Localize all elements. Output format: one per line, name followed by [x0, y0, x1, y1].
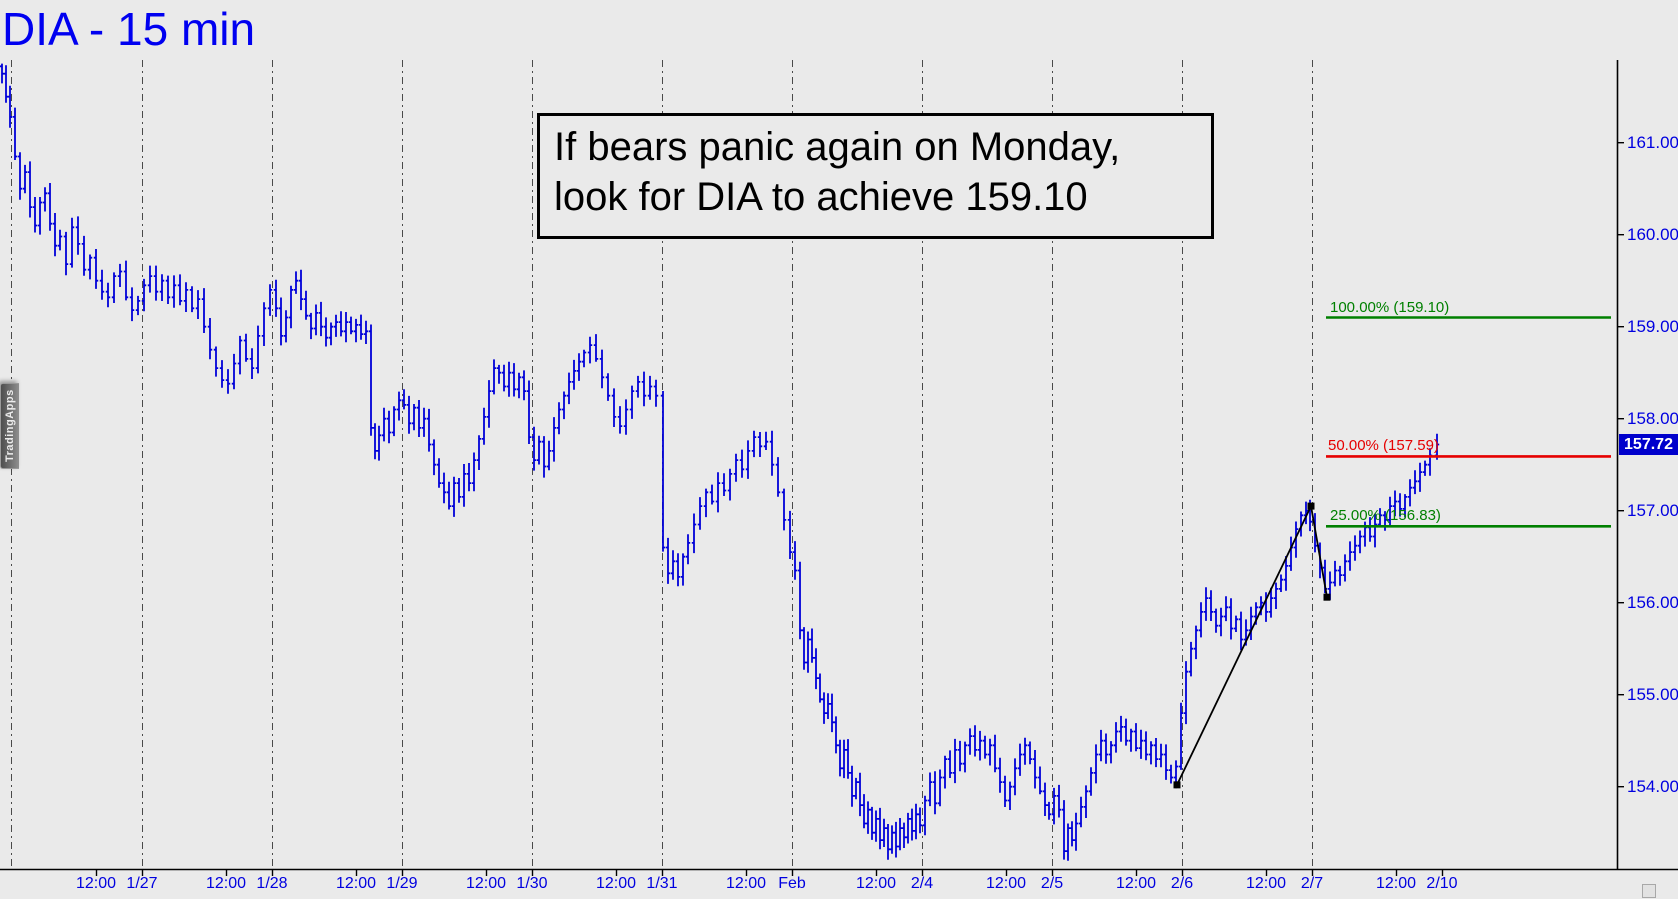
time-axis-noon-label: 12:00 — [1245, 875, 1287, 892]
price-axis-label: 161.00 — [1627, 132, 1678, 152]
time-axis-noon-label: 12:00 — [335, 875, 377, 892]
ohlc-bars — [0, 63, 1440, 861]
time-axis-noon-label: 12:00 — [855, 875, 897, 892]
annotation-box[interactable]: If bears panic again on Monday, look for… — [537, 113, 1214, 239]
time-axis-date-label: 2/5 — [1040, 875, 1064, 892]
time-axis-date-label: 2/10 — [1426, 875, 1458, 892]
time-axis-date-label: 1/30 — [516, 875, 548, 892]
time-axis-date-label: 2/6 — [1170, 875, 1194, 892]
abc-trendline — [1176, 503, 1328, 786]
trendline-anchor-marker — [1173, 781, 1181, 789]
time-axis-noon-label: 12:00 — [465, 875, 507, 892]
time-axis-noon-label: 12:00 — [985, 875, 1027, 892]
price-axis-label: 160.00 — [1627, 224, 1678, 244]
price-axis-label: 158.00 — [1627, 408, 1678, 428]
fib-level-label[interactable]: 50.00% (157.59) — [1328, 437, 1439, 455]
time-axis-date-label: 1/27 — [126, 875, 158, 892]
time-axis-noon-label: 12:00 — [205, 875, 247, 892]
price-axis-label: 156.00 — [1627, 592, 1678, 612]
chart-title: DIA - 15 min — [2, 3, 256, 55]
resize-grip[interactable] — [1642, 884, 1656, 898]
price-axis-label: 159.00 — [1627, 316, 1678, 336]
time-axis-noon-label: 12:00 — [595, 875, 637, 892]
annotation-line2: look for DIA to achieve 159.10 — [554, 175, 1088, 219]
time-axis-noon-label: 12:00 — [75, 875, 117, 892]
time-axis-date-label: 1/29 — [386, 875, 418, 892]
tradingapps-watermark: TradingApps — [0, 383, 19, 469]
time-axis-date-label: Feb — [778, 875, 806, 892]
time-axis-date-label: 1/31 — [646, 875, 678, 892]
time-axis-noon-label: 12:00 — [1375, 875, 1417, 892]
time-axis-noon-label: 12:00 — [725, 875, 767, 892]
price-axis-label: 154.00 — [1627, 776, 1678, 796]
time-axis-date-label: 1/28 — [256, 875, 288, 892]
fib-level-label[interactable]: 100.00% (159.10) — [1330, 298, 1450, 316]
price-axis-label: 155.00 — [1627, 684, 1678, 704]
fib-level-label[interactable]: 25.00% (156.83) — [1330, 507, 1441, 525]
price-axis-label: 157.00 — [1627, 500, 1678, 520]
trendline-anchor-marker — [1307, 502, 1315, 510]
trendline-anchor-marker — [1323, 593, 1331, 601]
annotation-line1: If bears panic again on Monday, — [554, 125, 1121, 169]
time-axis-date-label: 2/4 — [910, 875, 934, 892]
last-price-badge: 157.72 — [1619, 433, 1678, 455]
time-axis-noon-label: 12:00 — [1115, 875, 1157, 892]
time-axis-date-label: 2/7 — [1300, 875, 1324, 892]
